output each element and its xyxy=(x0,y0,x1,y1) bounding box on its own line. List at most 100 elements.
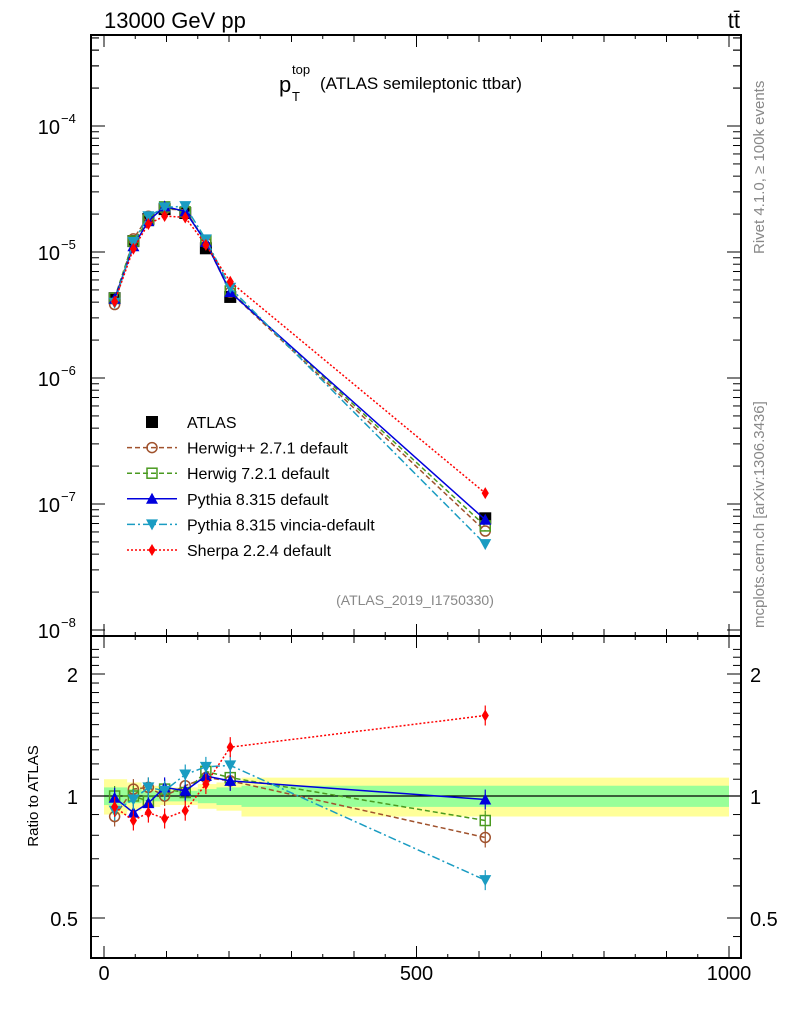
data-point xyxy=(144,217,152,230)
ratio-line xyxy=(114,714,486,822)
y-tick-base: 10 xyxy=(38,621,60,643)
ratio-point xyxy=(142,782,155,794)
legend-marker xyxy=(146,467,158,479)
y-tick-base: 10 xyxy=(38,369,60,391)
data-point xyxy=(142,211,155,223)
legend-item: Herwig 7.2.1 default xyxy=(127,466,330,483)
analysis-id: (ATLAS_2019_I1750330) xyxy=(336,592,494,608)
ratio-line xyxy=(114,775,486,814)
y-tick-exponent: −4 xyxy=(61,111,76,126)
ratio-y-tick-label-right: 2 xyxy=(750,665,761,687)
series-sherpa-2-2-4-default xyxy=(111,210,489,500)
legend-marker xyxy=(146,416,158,428)
ratio-point xyxy=(181,804,189,817)
legend-label: Herwig++ 2.7.1 default xyxy=(187,441,349,458)
data-point xyxy=(179,201,192,213)
legend-label: Sherpa 2.2.4 default xyxy=(187,543,332,560)
plot-title: p top T (ATLAS semileptonic ttbar) xyxy=(279,62,522,104)
ratio-panel xyxy=(91,705,741,891)
ratio-point xyxy=(144,806,152,819)
legend-item: Herwig++ 2.7.1 default xyxy=(127,441,349,458)
series-herwig-2-7-1-default xyxy=(108,203,491,537)
ratio-point xyxy=(479,875,492,887)
ratio-y-tick-label-left: 1 xyxy=(67,787,78,809)
data-point xyxy=(111,295,119,308)
data-point xyxy=(127,237,140,249)
y-tick-exponent: −7 xyxy=(61,489,76,504)
y-tick-base: 10 xyxy=(38,495,60,517)
x-tick-label: 0 xyxy=(98,963,109,985)
data-point xyxy=(181,211,189,224)
ratio-point xyxy=(111,800,119,813)
title-superscript: top xyxy=(292,62,310,77)
data-point xyxy=(226,275,234,288)
title-rest: (ATLAS semileptonic ttbar) xyxy=(320,74,522,93)
legend-label: ATLAS xyxy=(187,415,237,432)
ratio-point xyxy=(199,761,212,773)
data-point xyxy=(129,242,137,255)
legend-item: Pythia 8.315 vincia-default xyxy=(127,517,375,534)
ratio-point xyxy=(161,812,169,825)
ratio-series-pythia-8-315-vincia-default xyxy=(108,755,492,891)
y-tick-base: 10 xyxy=(38,243,60,265)
ratio-y-tick-label-right: 0.5 xyxy=(750,909,778,931)
ratio-point xyxy=(224,760,237,772)
y-tick-label: 10 −4 xyxy=(38,111,76,139)
ratio-point xyxy=(127,794,140,806)
y-tick-label: 10 −5 xyxy=(38,237,76,265)
ratio-y-tick-label-right: 1 xyxy=(750,787,761,809)
ratio-point xyxy=(479,814,491,827)
energy-label: 13000 GeV pp xyxy=(104,8,246,33)
ratio-series-sherpa-2-2-4-default xyxy=(111,705,489,831)
ratio-point xyxy=(179,784,192,796)
legend-marker xyxy=(146,492,158,504)
y-tick-exponent: −6 xyxy=(61,363,76,378)
data-point xyxy=(479,539,492,551)
rivet-label: Rivet 4.1.0, ≥ 100k events xyxy=(751,81,768,254)
ratio-point xyxy=(179,769,192,781)
y-tick-exponent: −5 xyxy=(61,237,76,252)
y-tick-label: 10 −7 xyxy=(38,489,76,517)
legend-label: Pythia 8.315 default xyxy=(187,492,329,509)
ratio-point xyxy=(481,709,489,722)
y-tick-exponent: −8 xyxy=(61,615,76,630)
legend-label: Herwig 7.2.1 default xyxy=(187,466,330,483)
ratio-point xyxy=(224,774,237,786)
legend-item: ATLAS xyxy=(146,415,237,432)
data-point xyxy=(202,238,210,251)
data-point xyxy=(481,487,489,500)
legend-label: Pythia 8.315 vincia-default xyxy=(187,517,375,534)
legend-marker xyxy=(146,441,158,454)
ratio-line xyxy=(114,764,486,881)
ratio-point xyxy=(479,793,492,805)
y-tick-base: 10 xyxy=(38,117,60,139)
title-subscript: T xyxy=(292,89,300,104)
data-point xyxy=(479,513,492,525)
ratio-y-tick-label-left: 0.5 xyxy=(50,909,78,931)
legend: ATLAS Herwig++ 2.7.1 default Herwig 7.2.1 … xyxy=(127,415,375,560)
data-point xyxy=(161,210,169,223)
ratio-line xyxy=(114,770,486,822)
data-point xyxy=(224,282,237,294)
ratio-point xyxy=(479,831,491,844)
data-point xyxy=(158,202,171,214)
main-panel xyxy=(108,200,492,551)
title-p: p xyxy=(279,72,291,97)
source-label: mcplots.cern.ch [arXiv:1306.3436] xyxy=(751,401,768,628)
legend-marker xyxy=(146,519,158,531)
ratio-ylabel: Ratio to ATLAS xyxy=(25,745,42,846)
legend-item: Sherpa 2.2.4 default xyxy=(127,543,332,560)
legend-marker xyxy=(148,544,156,556)
process-label: tt̄ xyxy=(728,8,740,33)
ratio-point xyxy=(158,785,171,797)
ratio-point xyxy=(129,814,137,827)
ratio-y-tick-label-left: 2 xyxy=(67,665,78,687)
y-tick-label: 10 −8 xyxy=(38,615,76,643)
x-tick-label: 500 xyxy=(400,963,433,985)
ratio-point xyxy=(226,741,234,754)
x-tick-label: 1000 xyxy=(707,963,752,985)
series-line xyxy=(113,215,486,494)
y-tick-label: 10 −6 xyxy=(38,363,76,391)
